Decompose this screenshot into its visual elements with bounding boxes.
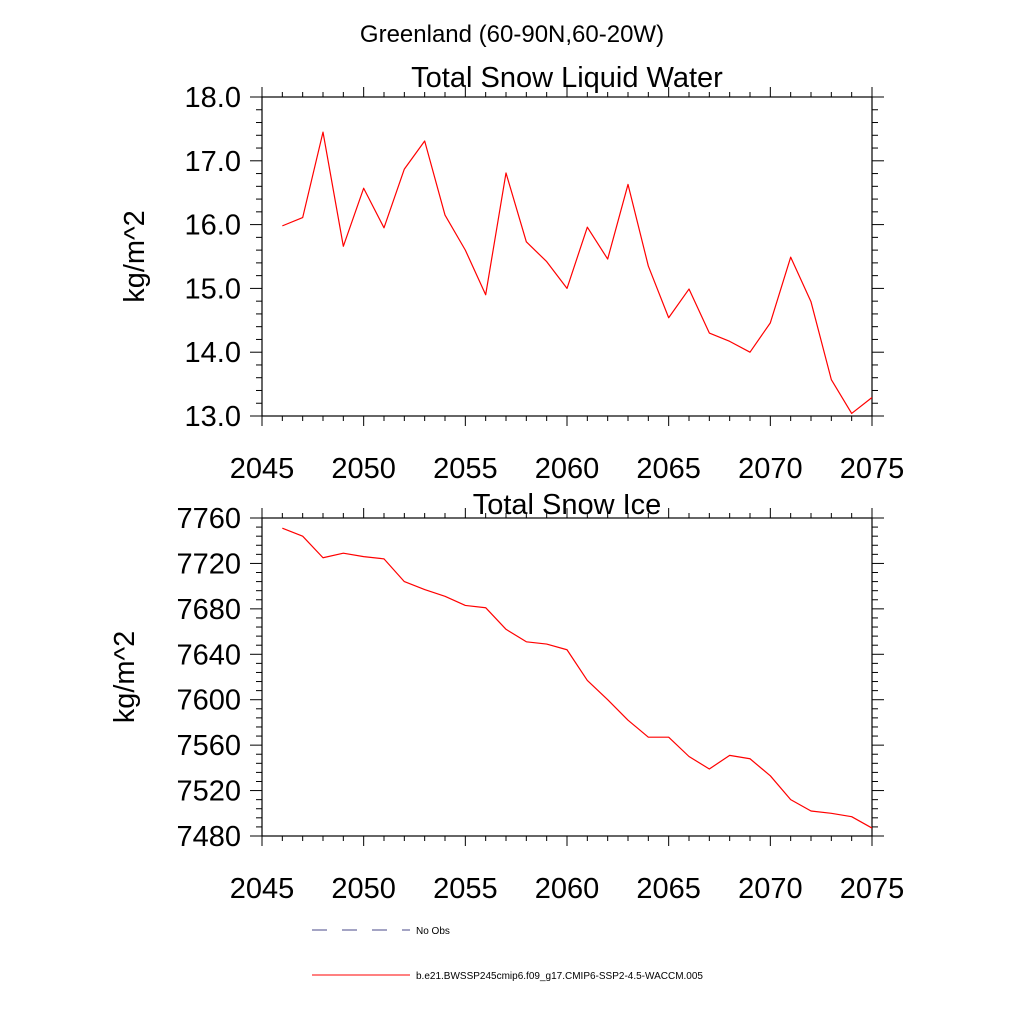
x-tick-label: 2055: [433, 873, 498, 905]
x-tick-label: 2065: [636, 873, 701, 905]
y-tick-label: 7600: [176, 685, 241, 717]
y-tick-label: 13.0: [185, 401, 241, 433]
page-title: Greenland (60-90N,60-20W): [360, 21, 664, 48]
legend: No Obs b.e21.BWSSP245cmip6.f09_g17.CMIP6-…: [312, 926, 703, 982]
y-tick-label: 7680: [176, 594, 241, 626]
y-tick-label: 17.0: [185, 146, 241, 178]
legend-label: b.e21.BWSSP245cmip6.f09_g17.CMIP6-SSP2-4…: [416, 971, 703, 982]
legend-label: No Obs: [416, 926, 450, 937]
x-tick-label: 2075: [840, 453, 905, 485]
x-tick-label: 2045: [230, 453, 295, 485]
y-tick-label: 7560: [176, 730, 241, 762]
series-line-1: [282, 527, 873, 829]
y-tick-label: 18.0: [185, 82, 241, 114]
y-tick-label: 7520: [176, 776, 241, 808]
x-tick-label: 2050: [331, 453, 396, 485]
y-tick-label: 7760: [176, 503, 241, 535]
y-axis-label: kg/m^2: [109, 631, 141, 724]
x-tick-label: 2070: [738, 453, 803, 485]
y-tick-label: 16.0: [185, 210, 241, 242]
y-axis-label: kg/m^2: [119, 210, 151, 303]
x-tick-label: 2060: [535, 453, 600, 485]
plot-frame: [261, 96, 873, 417]
y-tick-label: 7480: [176, 821, 241, 853]
x-tick-label: 2060: [535, 873, 600, 905]
series-line-1: [282, 131, 873, 415]
x-tick-label: 2050: [331, 873, 396, 905]
y-tick-label: 7640: [176, 639, 241, 671]
y-tick-label: 7720: [176, 548, 241, 580]
x-tick-label: 2045: [230, 873, 295, 905]
x-tick-label: 2075: [840, 873, 905, 905]
x-tick-label: 2055: [433, 453, 498, 485]
x-tick-label: 2065: [636, 453, 701, 485]
x-tick-label: 2070: [738, 873, 803, 905]
y-tick-label: 14.0: [185, 337, 241, 369]
y-tick-label: 15.0: [185, 273, 241, 305]
